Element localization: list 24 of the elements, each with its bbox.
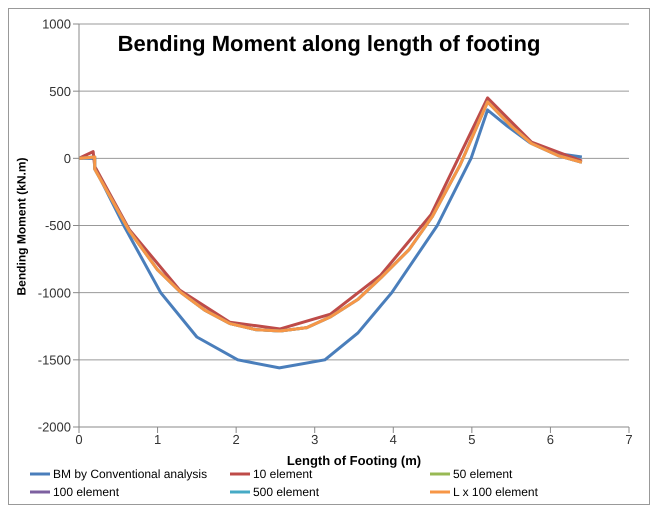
x-tick-label: 0 [75,432,83,448]
y-tick-label: 0 [64,150,71,166]
y-tick-label: -2000 [38,420,71,435]
y-tick-label: -500 [44,218,71,234]
legend-label: 50 element [453,467,512,481]
x-tick-label: 2 [232,432,240,448]
y-tick-label: 500 [49,84,71,99]
x-axis-title: Length of Footing (m) [286,453,422,468]
legend-label: 500 element [253,485,320,499]
legend-label: 100 element [53,485,120,499]
y-axis-title: Bending Moment (kN.m) [14,158,28,296]
chart-title: Bending Moment along length of footing [116,31,542,57]
x-tick-label: 3 [311,432,318,448]
y-tick-label: 1000 [42,16,71,32]
x-tick-label: 7 [625,432,633,448]
legend-label: 10 element [253,467,312,481]
y-tick-label: -1000 [38,285,71,300]
legend-label: L x 100 element [453,485,538,499]
legend-label: BM by Conventional analysis [53,467,208,481]
y-tick-label: -1500 [38,352,71,368]
x-tick-label: 4 [390,432,397,448]
x-tick-label: 1 [154,432,162,448]
x-tick-label: 5 [468,432,476,448]
x-tick-label: 6 [546,432,554,448]
